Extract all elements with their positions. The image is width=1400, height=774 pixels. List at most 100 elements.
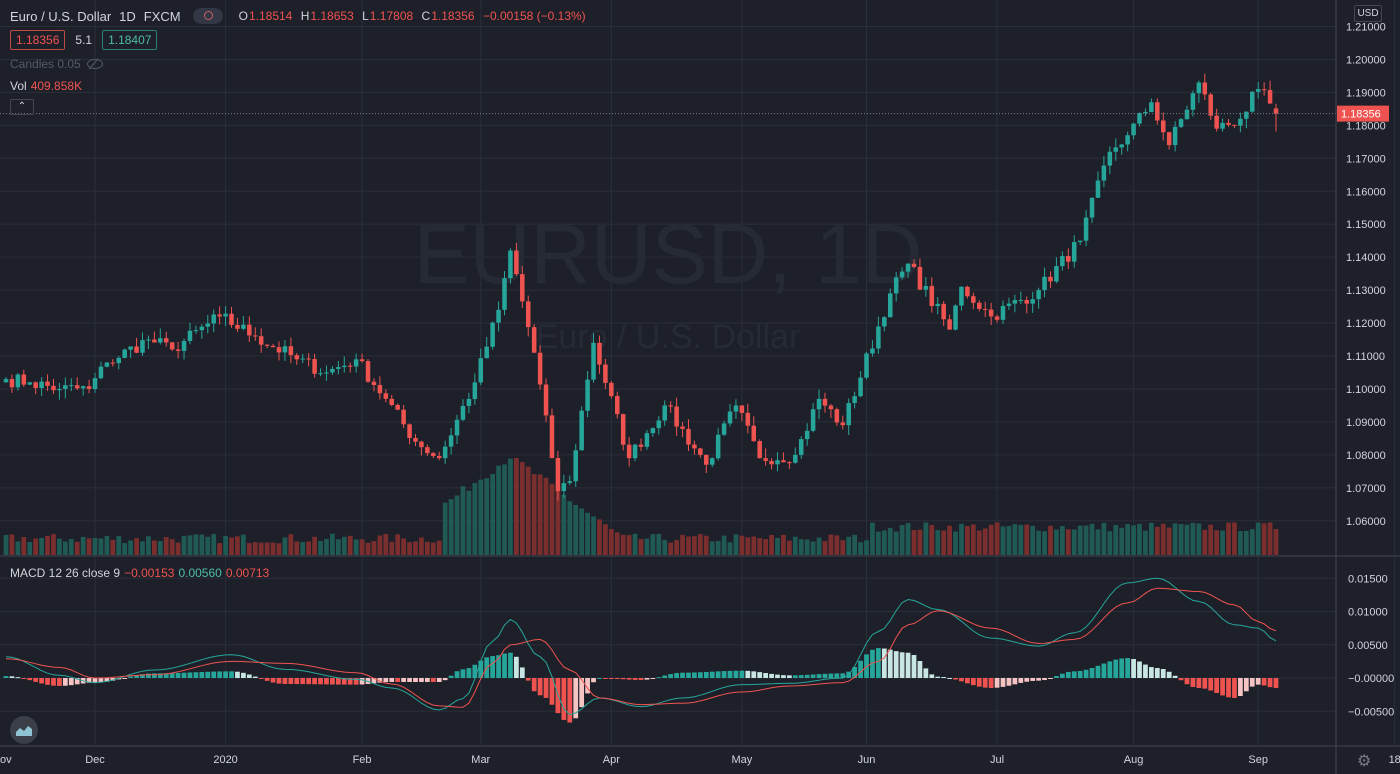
volume-bar: [116, 536, 122, 555]
volume-bar: [146, 536, 151, 555]
candle: [561, 474, 567, 498]
candle-body: [769, 460, 774, 465]
last-price-tag-label: 1.18356: [1341, 109, 1381, 121]
macd-histogram-bar: [692, 672, 697, 678]
candle-body: [69, 385, 74, 387]
macd-histogram-bar: [804, 674, 810, 678]
candle-body: [63, 385, 68, 389]
interval[interactable]: 1D: [119, 8, 136, 24]
candle-body: [235, 324, 240, 329]
candles-label-text: Candles 0.05: [10, 57, 81, 71]
macd-histogram-bar: [62, 678, 68, 686]
macd-histogram-bar: [413, 678, 418, 682]
volume-bar: [899, 524, 905, 555]
macd-histogram-bar: [193, 672, 199, 678]
candle: [211, 309, 216, 333]
volume-legend[interactable]: Vol 409.858K: [10, 79, 82, 93]
volume-bar: [68, 539, 74, 555]
candle: [615, 391, 620, 419]
candle: [828, 403, 834, 419]
settings-gear-icon[interactable]: ⚙: [1357, 753, 1372, 770]
candle-body: [620, 414, 626, 445]
macd-histogram-bar: [876, 648, 881, 678]
candle: [531, 324, 537, 353]
macd-histogram-bar: [502, 653, 507, 678]
candle: [169, 342, 175, 352]
volume-bar: [543, 477, 549, 555]
candle: [181, 338, 187, 360]
time-tick-label: Mar: [471, 754, 490, 766]
candle: [965, 285, 970, 299]
candle-body: [638, 444, 644, 447]
candle-body: [870, 348, 875, 354]
candle-body: [336, 367, 341, 369]
macd-histogram-bar: [324, 678, 329, 685]
macd-histogram-bar: [258, 678, 264, 679]
sell-button[interactable]: 1.18356: [10, 30, 66, 50]
candle: [306, 353, 311, 367]
macd-histogram-bar: [881, 648, 887, 678]
macd-histogram-bar: [151, 673, 157, 678]
candle-body: [508, 250, 513, 279]
macd-legend[interactable]: MACD 12 26 close 9 −0.00153 0.00560 0.00713: [10, 566, 269, 580]
volume-bar: [632, 533, 638, 555]
price-axis[interactable]: 1.21000 1.20000 1.19000 1.18000 1.17000 1.160…: [1346, 22, 1386, 528]
macd-histogram-bar: [1071, 671, 1077, 678]
candle-body: [1125, 135, 1130, 145]
candles-indicator-label[interactable]: Candles 0.05: [10, 57, 103, 71]
volume-bar: [1249, 529, 1255, 555]
volume-bar: [1154, 526, 1160, 555]
volume-bar: [994, 522, 1000, 555]
currency-label[interactable]: USD: [1354, 5, 1382, 22]
macd-histogram-bar: [549, 678, 555, 705]
macd-histogram-bar: [680, 672, 685, 678]
candle-body: [128, 346, 133, 350]
collapse-legend-icon[interactable]: ⌃: [10, 99, 34, 115]
candle: [1261, 82, 1267, 96]
macd-histogram-bar: [792, 675, 798, 678]
volume-bar: [175, 542, 181, 555]
candle-body: [882, 317, 887, 327]
time-axis[interactable]: ov Dec 2020 Feb Mar Apr May Jun Jul Aug Sep 18: [0, 754, 1400, 766]
candle: [1155, 98, 1160, 125]
volume-bar: [804, 539, 810, 555]
macd-histogram-bar: [1000, 678, 1006, 687]
buy-button[interactable]: 1.18407: [102, 30, 158, 50]
macd-histogram-bar: [1220, 678, 1225, 696]
macd-histogram-bar: [377, 678, 383, 683]
macd-histogram-bar: [3, 676, 9, 678]
visibility-toggle-icon[interactable]: [192, 8, 223, 24]
volume-bar: [1107, 531, 1113, 555]
candle-body: [359, 359, 365, 362]
candle-body: [294, 355, 300, 360]
volume-bar: [306, 541, 312, 555]
macd-axis[interactable]: 0.01500 0.01000 0.00500 −0.00000 −0.00500: [1348, 573, 1394, 718]
tradingview-logo-icon[interactable]: [10, 716, 38, 744]
macd-histogram-bar: [733, 670, 739, 678]
volume-bar: [1196, 523, 1202, 555]
candle: [858, 371, 863, 398]
macd-histogram-bar: [294, 678, 300, 685]
candle: [656, 416, 662, 435]
macd-histogram-bar: [816, 674, 822, 678]
candle-body: [276, 347, 282, 353]
candle: [810, 403, 816, 433]
symbol-name[interactable]: Euro / U.S. Dollar: [10, 8, 112, 24]
eye-slash-icon[interactable]: [86, 59, 103, 69]
candle-body: [751, 425, 757, 442]
macd-histogram-bar: [1036, 678, 1041, 681]
volume-bar: [270, 542, 276, 555]
candle-body: [787, 462, 792, 464]
time-tick-label: 2020: [213, 754, 237, 766]
exchange: FXCM: [143, 8, 181, 24]
volume-bar: [905, 523, 911, 555]
candle-body: [585, 379, 590, 411]
candle: [235, 317, 240, 332]
candle-body: [911, 263, 917, 267]
candle: [1172, 121, 1178, 152]
candle: [163, 331, 169, 347]
volume-bar: [241, 534, 246, 555]
volume-bar: [62, 541, 68, 555]
candle: [80, 385, 86, 396]
